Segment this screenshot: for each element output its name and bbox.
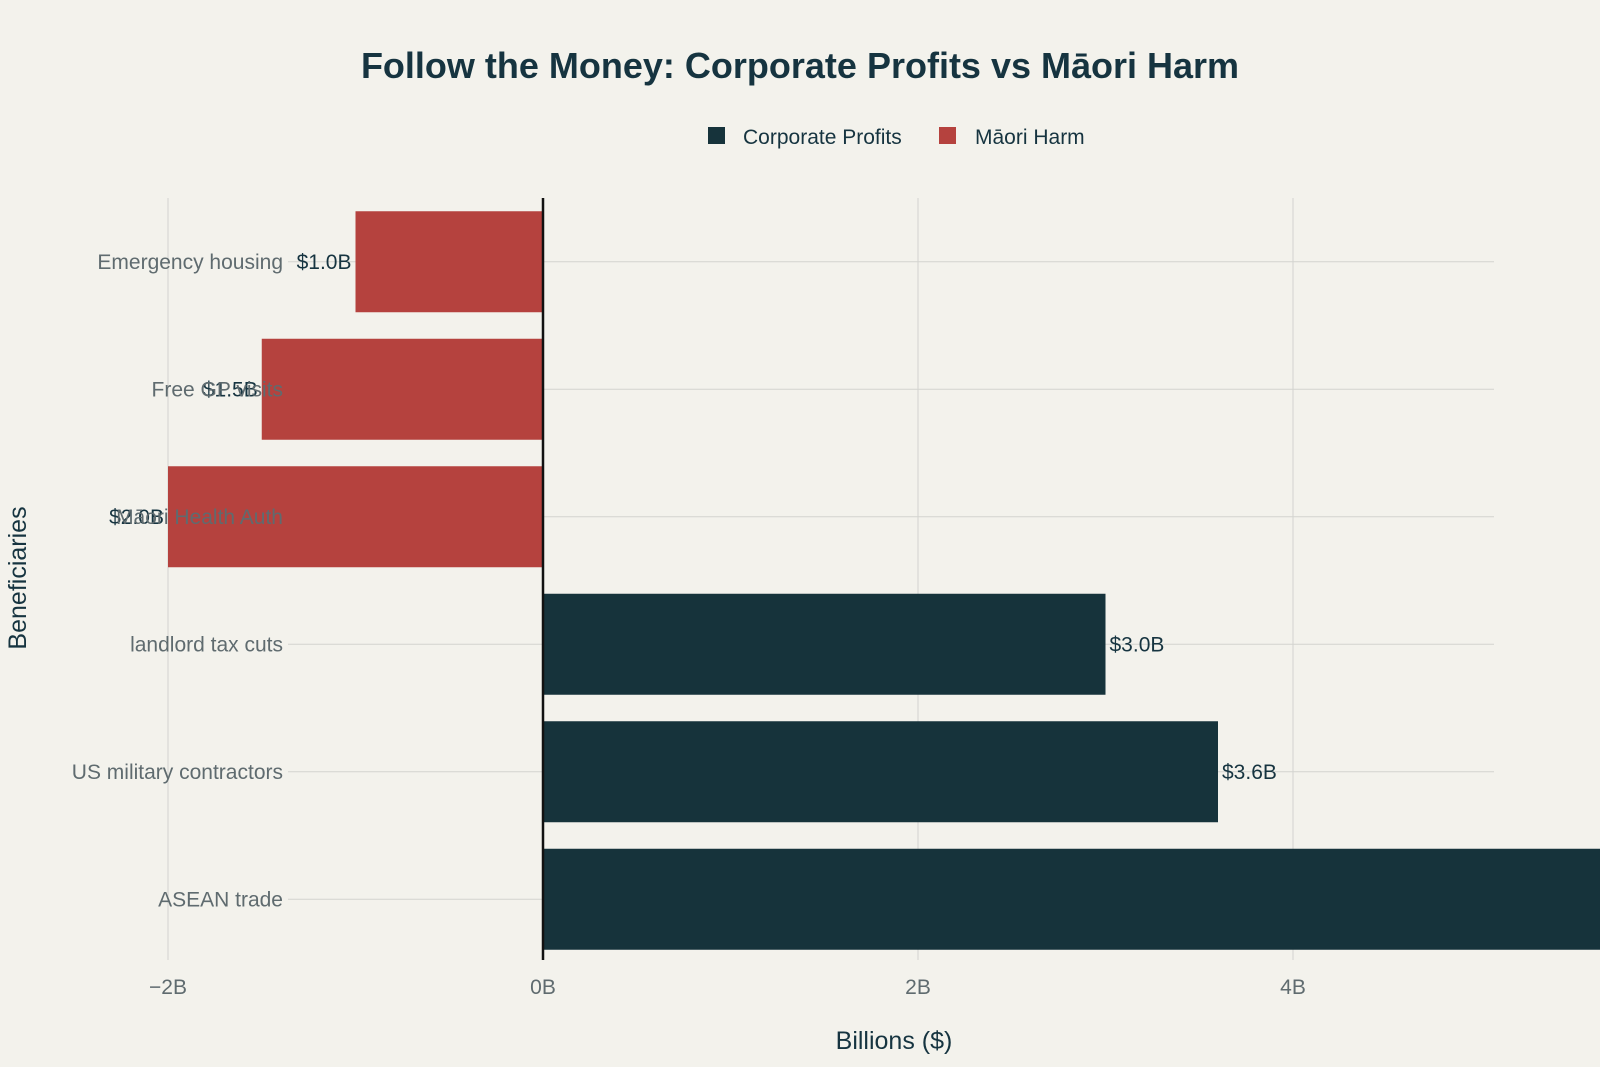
x-axis-ticks: −2B0B2B4B6B8B10B bbox=[149, 976, 1306, 999]
x-tick-label: −2B bbox=[149, 976, 187, 999]
x-tick-label: 0B bbox=[530, 976, 556, 999]
bars: $1.0B$1.5B$2.0B$3.0B$3.6B$9.5B bbox=[109, 211, 1600, 950]
legend-label-maori-harm: Māori Harm bbox=[975, 126, 1085, 149]
bar-us-military-contractors bbox=[543, 721, 1218, 823]
legend-swatch-maori-harm bbox=[939, 127, 956, 144]
category-label-maori-health-auth: Māori Health Auth bbox=[116, 506, 283, 529]
data-label-landlord-tax-cuts: $3.0B bbox=[1110, 633, 1165, 656]
chart-title: Follow the Money: Corporate Profits vs M… bbox=[361, 45, 1239, 86]
bar-emergency-housing bbox=[355, 211, 543, 313]
category-label-free-gp-visits: Free GP visits bbox=[152, 378, 283, 401]
category-label-emergency-housing: Emergency housing bbox=[97, 251, 283, 274]
bar-asean-trade bbox=[543, 848, 1600, 950]
legend-swatch-corporate-profits bbox=[708, 127, 725, 144]
bar-maori-health-auth bbox=[168, 466, 543, 568]
data-label-free-gp-visits: $1.5B bbox=[203, 378, 258, 401]
data-label-maori-health-auth: $2.0B bbox=[109, 506, 164, 529]
y-axis-categories: Emergency housing Free GP visits Māori Hea… bbox=[72, 251, 283, 912]
data-label-emergency-housing: $1.0B bbox=[297, 251, 352, 274]
category-label-asean-trade: ASEAN trade bbox=[158, 888, 283, 911]
category-label-us-military-contractors: US military contractors bbox=[72, 761, 283, 784]
legend: Corporate Profits Māori Harm bbox=[708, 126, 1085, 149]
bar-landlord-tax-cuts bbox=[543, 593, 1106, 695]
bar-free-gp-visits bbox=[261, 338, 543, 440]
category-label-landlord-tax-cuts: landlord tax cuts bbox=[130, 633, 283, 656]
data-label-us-military-contractors: $3.6B bbox=[1222, 761, 1277, 784]
x-axis-title: Billions ($) bbox=[836, 1027, 953, 1055]
y-axis-title: Beneficiaries bbox=[4, 506, 32, 649]
x-tick-label: 4B bbox=[1280, 976, 1306, 999]
x-tick-label: 2B bbox=[905, 976, 931, 999]
grid-lines bbox=[167, 198, 1494, 960]
legend-label-corporate-profits: Corporate Profits bbox=[743, 126, 902, 149]
